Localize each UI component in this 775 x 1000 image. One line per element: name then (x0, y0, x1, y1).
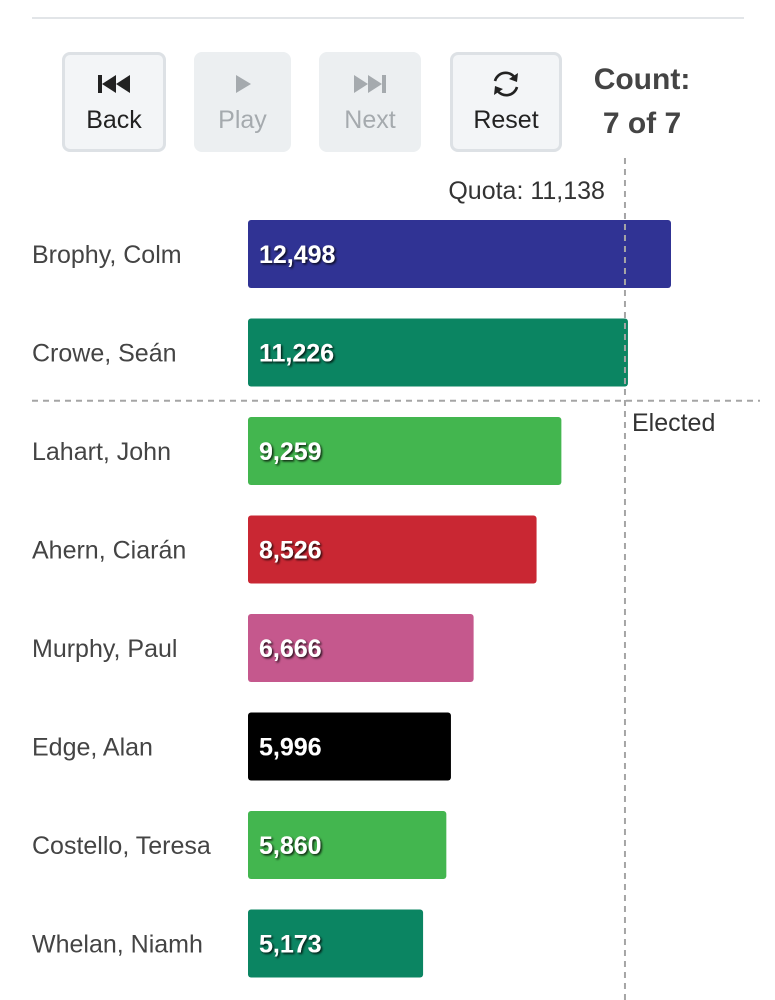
reset-button[interactable]: Reset (450, 52, 562, 152)
bar-value-label-3: 8,526 (259, 537, 322, 565)
count-title: Count: (593, 63, 691, 96)
bar-value-label-6: 5,860 (259, 832, 322, 860)
candidate-name-6: Costello, Teresa (32, 832, 211, 860)
next-button-label: Next (344, 105, 396, 134)
next-button[interactable]: Next (319, 52, 421, 152)
top-divider (32, 17, 744, 19)
refresh-icon (491, 70, 521, 98)
bar-2 (248, 417, 562, 485)
candidate-name-0: Brophy, Colm (32, 241, 182, 269)
bar-5 (248, 712, 451, 781)
candidate-name-1: Crowe, Seán (32, 340, 177, 368)
count-value: 7 of 7 (602, 106, 682, 140)
bar-value-label-5: 5,996 (259, 734, 322, 762)
play-icon (233, 70, 253, 98)
bar-value-label-1: 11,226 (259, 340, 334, 368)
bar-6 (248, 811, 447, 879)
bar-value-label-4: 6,666 (259, 635, 322, 663)
bar-0 (248, 220, 671, 288)
candidate-name-5: Edge, Alan (32, 734, 153, 762)
quota-label: Quota: 11,138 (448, 177, 605, 205)
bar-value-label-7: 5,173 (259, 931, 322, 959)
bar-1 (248, 318, 628, 387)
candidate-name-2: Lahart, John (32, 438, 171, 466)
back-button[interactable]: Back (62, 52, 166, 152)
reset-button-label: Reset (473, 105, 539, 134)
bar-7 (248, 909, 424, 978)
skip-back-icon (97, 70, 131, 98)
candidate-name-7: Whelan, Niamh (32, 931, 203, 959)
bar-value-label-2: 9,259 (259, 438, 322, 466)
playback-controls: Back Play Next Reset Count: 7 of 7 (0, 0, 775, 160)
play-button-label: Play (218, 105, 267, 134)
bar-value-label-0: 12,498 (259, 241, 336, 269)
back-button-label: Back (86, 105, 142, 134)
skip-forward-icon (353, 70, 387, 98)
bar-3 (248, 515, 537, 584)
elected-label-background (627, 405, 726, 440)
candidate-name-3: Ahern, Ciarán (32, 537, 186, 565)
count-indicator: Count: 7 of 7 (572, 58, 712, 145)
elected-label: Elected (632, 409, 715, 437)
candidate-name-4: Murphy, Paul (32, 635, 177, 663)
bar-4 (248, 614, 474, 682)
play-button[interactable]: Play (194, 52, 291, 152)
